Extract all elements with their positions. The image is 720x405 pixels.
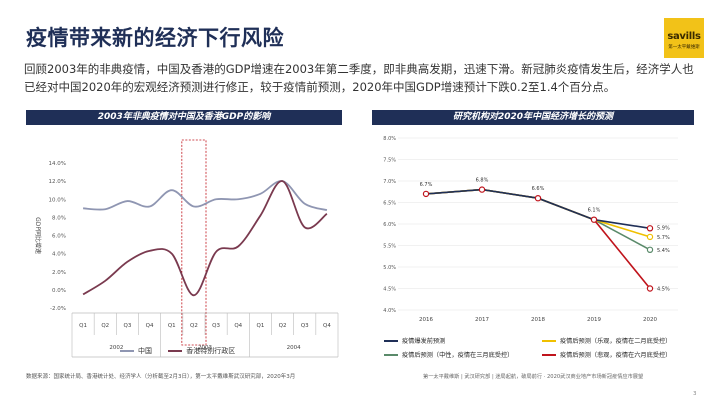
y-tick-label: -2.0% — [50, 306, 66, 312]
data-point — [590, 216, 598, 223]
y-tick-label: 6.0% — [383, 222, 396, 228]
data-label: 6.6% — [532, 186, 545, 192]
y-tick-label: 12.0% — [49, 179, 66, 185]
legend-neu-swatch — [384, 354, 398, 356]
savills-logo: savills 第一太平戴维斯 — [664, 18, 704, 58]
y-tick-label: 2.0% — [52, 270, 66, 276]
x-quarter-label: Q1 — [256, 323, 264, 329]
right-chart-header: 研究机构对2020年中国经济增长的预测 — [372, 110, 694, 125]
x-quarter-label: Q4 — [323, 323, 331, 329]
x-tick-label: 2016 — [419, 317, 433, 323]
x-quarter-label: Q1 — [79, 323, 87, 329]
left-chart-legend: 中国 香港特别行政区 — [120, 346, 235, 356]
logo-subtitle: 第一太平戴维斯 — [668, 45, 700, 50]
legend-optimistic: 疫情后预测（乐观，疫情在二月底受控） — [542, 336, 671, 345]
legend-neutral: 疫情后预测（中性，疫情在三月底受控） — [384, 350, 513, 359]
left-chart-header: 2003年非典疫情对中国及香港GDP的影响 — [26, 110, 342, 125]
x-tick-label: 2019 — [587, 317, 601, 323]
data-label: 4.5% — [657, 287, 670, 293]
source-note: 数据来源：国家统计局、香港统计处、经济学人（分析截至2月3日），第一太平戴维斯武… — [26, 374, 296, 380]
x-tick-label: 2020 — [643, 317, 657, 323]
y-tick-label: 4.5% — [383, 287, 396, 293]
y-tick-label: 7.5% — [383, 158, 396, 164]
y-tick-label: 14.0% — [49, 161, 66, 167]
highlight-box — [181, 139, 207, 346]
legend-china-swatch — [120, 350, 134, 352]
china-growth-forecast-chart: 8.0% 7.5% 7.0% 6.5% 6.0% 5.5% 5.0% 4.5% 4.0% 2016… — [383, 136, 678, 323]
legend-hk-swatch — [168, 350, 183, 352]
legend-china-label: 中国 — [138, 347, 152, 355]
legend-pessimistic: 疫情后预测（悲观，疫情在六月底受控） — [542, 350, 671, 359]
y-tick-label: 4.0% — [52, 252, 66, 258]
y-tick-label: 5.5% — [383, 244, 396, 250]
y-tick-label: 5.0% — [383, 265, 396, 271]
legend-pes-swatch — [542, 354, 556, 356]
legend-pre-swatch — [384, 340, 398, 342]
data-point — [646, 285, 654, 292]
y-tick-label: 6.0% — [52, 234, 66, 240]
data-point — [534, 194, 542, 202]
data-point — [646, 246, 654, 254]
intro-paragraph: 回顾2003年的非典疫情，中国及香港的GDP增速在2003年第二季度，即非典高发… — [24, 62, 694, 94]
legend-pre-epidemic: 疫情爆发前预测 — [384, 336, 445, 345]
series-line — [425, 188, 651, 290]
y-tick-label: 8.0% — [383, 136, 396, 142]
legend-hk-label: 香港特别行政区 — [186, 347, 236, 355]
legend-opt-swatch — [542, 340, 556, 342]
x-quarter-label: Q1 — [168, 323, 176, 329]
page-number: 3 — [693, 391, 697, 397]
x-quarter-label: Q2 — [190, 323, 198, 329]
x-quarter-label: Q4 — [234, 323, 242, 329]
x-quarter-label: Q3 — [212, 323, 220, 329]
data-label: 6.7% — [420, 182, 433, 188]
x-quarter-label: Q2 — [101, 323, 109, 329]
data-point — [646, 233, 654, 241]
x-quarter-label: Q4 — [146, 323, 154, 329]
data-point — [422, 190, 430, 198]
y-tick-label: 0.0% — [52, 288, 66, 294]
data-label: 6.8% — [476, 178, 489, 184]
x-year-label: 2003 — [198, 345, 212, 351]
y-tick-label: 10.0% — [49, 197, 66, 203]
legend-pes-label: 疫情后预测（悲观，疫情在六月底受控） — [560, 352, 672, 359]
x-quarter-label: Q3 — [123, 323, 131, 329]
x-tick-label: 2017 — [475, 317, 489, 323]
x-quarter-label: Q2 — [279, 323, 287, 329]
y-tick-label: 7.0% — [383, 179, 396, 185]
data-label: 6.1% — [588, 208, 601, 214]
legend-pre-label: 疫情爆发前预测 — [402, 338, 446, 345]
x-year-label: 2004 — [287, 345, 301, 351]
data-point — [478, 186, 486, 193]
x-year-label: 2002 — [109, 345, 123, 351]
hk-china-gdp-chart: 14.0% 12.0% 10.0% 8.0% 6.0% 4.0% 2.0% 0.0% -2.0%… — [34, 139, 339, 358]
data-label: 5.7% — [657, 235, 670, 241]
page-title: 疫情带来新的经济下行风险 — [26, 26, 284, 50]
logo-word: savills — [667, 31, 701, 42]
y-tick-label: 6.5% — [383, 201, 396, 207]
legend-china: 中国 — [120, 347, 152, 355]
y-tick-label: 8.0% — [52, 215, 66, 221]
legend-neu-label: 疫情后预测（中性，疫情在三月底受控） — [402, 352, 514, 359]
y-axis-label: GDP同比增速 — [34, 217, 42, 254]
y-tick-label: 4.0% — [383, 308, 396, 314]
x-tick-label: 2018 — [531, 317, 545, 323]
data-point — [646, 225, 654, 232]
legend-opt-label: 疫情后预测（乐观，疫情在二月底受控） — [560, 338, 672, 345]
series-line — [82, 180, 328, 297]
legend-hk: 香港特别行政区 — [168, 347, 235, 355]
footer-note: 第一太平戴维斯 | 武汉研究部 | 迷局起航，破局前行 · 2020武汉商业地产… — [423, 374, 644, 380]
data-label: 5.4% — [657, 248, 670, 254]
x-quarter-label: Q3 — [301, 323, 309, 329]
data-label: 5.9% — [657, 225, 670, 231]
